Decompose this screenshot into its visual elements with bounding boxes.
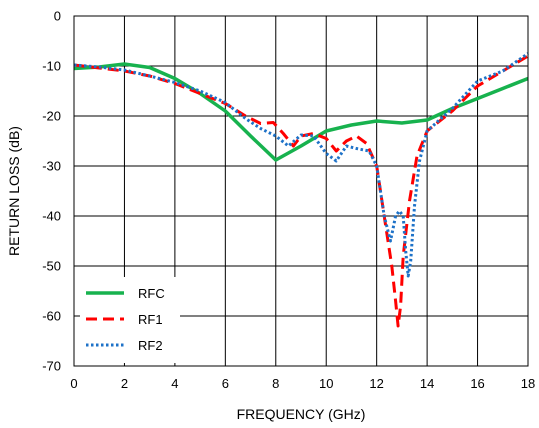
x-tick-label: 18 bbox=[521, 376, 535, 391]
y-tick-label: -20 bbox=[42, 109, 61, 124]
y-tick-labels: 0 -10 -20 -30 -40 -50 -60 -70 bbox=[42, 9, 61, 374]
x-tick-label: 8 bbox=[272, 376, 279, 391]
legend: RFC RF1 RF2 bbox=[80, 277, 180, 363]
x-tick-labels: 0 2 4 6 8 10 12 14 16 18 bbox=[70, 376, 535, 391]
y-tick-label: -70 bbox=[42, 359, 61, 374]
y-tick-label: -10 bbox=[42, 59, 61, 74]
y-tick-label: -40 bbox=[42, 209, 61, 224]
x-tick-label: 16 bbox=[470, 376, 484, 391]
x-tick-label: 0 bbox=[70, 376, 77, 391]
y-tick-label: -60 bbox=[42, 309, 61, 324]
x-tick-label: 6 bbox=[222, 376, 229, 391]
y-tick-label: -50 bbox=[42, 259, 61, 274]
x-tick-label: 2 bbox=[121, 376, 128, 391]
series-line-rf1 bbox=[73, 54, 529, 328]
x-axis-label: FREQUENCY (GHz) bbox=[237, 406, 366, 422]
legend-label-rf2: RF2 bbox=[138, 338, 163, 353]
y-axis-label: RETURN LOSS (dB) bbox=[6, 126, 22, 256]
series-line-rfc bbox=[73, 62, 529, 162]
legend-label-rfc: RFC bbox=[138, 286, 165, 301]
x-tick-label: 4 bbox=[171, 376, 178, 391]
plot-area-frame bbox=[73, 15, 529, 367]
y-tick-label: -30 bbox=[42, 159, 61, 174]
series-line-rf2 bbox=[73, 52, 529, 278]
x-tick-label: 10 bbox=[319, 376, 333, 391]
x-tick-label: 12 bbox=[369, 376, 383, 391]
y-tick-label: 0 bbox=[54, 9, 61, 24]
legend-label-rf1: RF1 bbox=[138, 312, 163, 327]
x-tick-label: 14 bbox=[420, 376, 434, 391]
series-lines bbox=[73, 52, 529, 328]
